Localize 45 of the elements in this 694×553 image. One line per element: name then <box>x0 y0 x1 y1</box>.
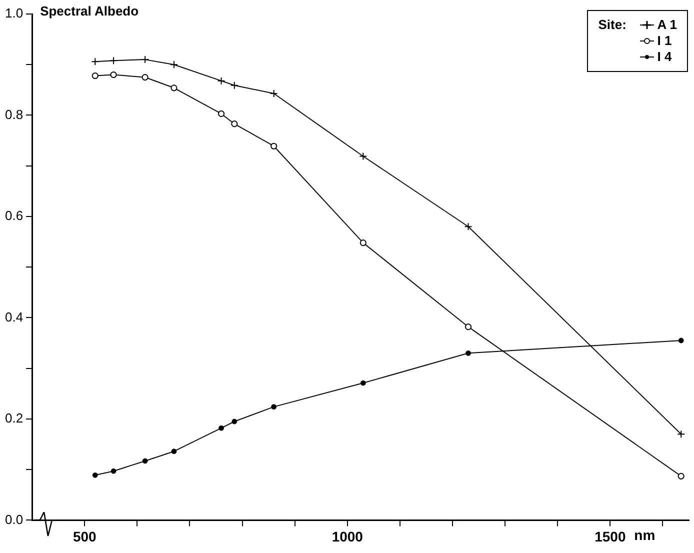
point <box>142 74 148 81</box>
legend-label: I 1 <box>657 33 672 49</box>
x-tick-label: 1500 <box>594 528 626 544</box>
legend-label: A 1 <box>657 17 677 33</box>
point <box>464 324 472 330</box>
point <box>359 152 368 160</box>
point <box>110 468 116 474</box>
point <box>232 418 238 424</box>
point <box>271 404 277 410</box>
point <box>92 72 98 80</box>
x-tick-label: 500 <box>72 528 97 544</box>
x-axis-title: nm <box>634 527 656 544</box>
point <box>218 425 224 431</box>
point <box>677 430 686 438</box>
point <box>171 448 177 454</box>
point <box>92 472 98 478</box>
point <box>110 71 117 78</box>
point <box>360 380 366 386</box>
y-axis-title: Spectral Albedo <box>40 4 139 19</box>
point <box>678 338 684 344</box>
y-tick-label: 0.0 <box>4 512 24 527</box>
point <box>170 60 178 69</box>
point <box>231 120 238 128</box>
point <box>464 222 472 231</box>
legend-label: I 4 <box>657 49 672 65</box>
point <box>110 56 118 65</box>
legend-title: Site: <box>598 17 628 33</box>
point <box>141 56 150 64</box>
y-tick-label: 0.8 <box>4 106 24 122</box>
x-tick-label: 1000 <box>332 528 364 544</box>
point <box>678 472 684 480</box>
point <box>360 240 366 246</box>
point <box>270 142 278 150</box>
y-tick-label: 0.4 <box>4 309 24 324</box>
point <box>170 84 178 92</box>
y-tick-label: 0.6 <box>4 208 24 224</box>
y-tick-label: 0.2 <box>4 410 24 426</box>
point <box>466 350 471 356</box>
point <box>142 458 148 464</box>
y-tick-label: 1.0 <box>4 6 24 21</box>
point <box>230 81 238 90</box>
point <box>270 89 278 98</box>
point <box>218 110 225 118</box>
point <box>91 58 100 66</box>
point <box>217 76 226 85</box>
